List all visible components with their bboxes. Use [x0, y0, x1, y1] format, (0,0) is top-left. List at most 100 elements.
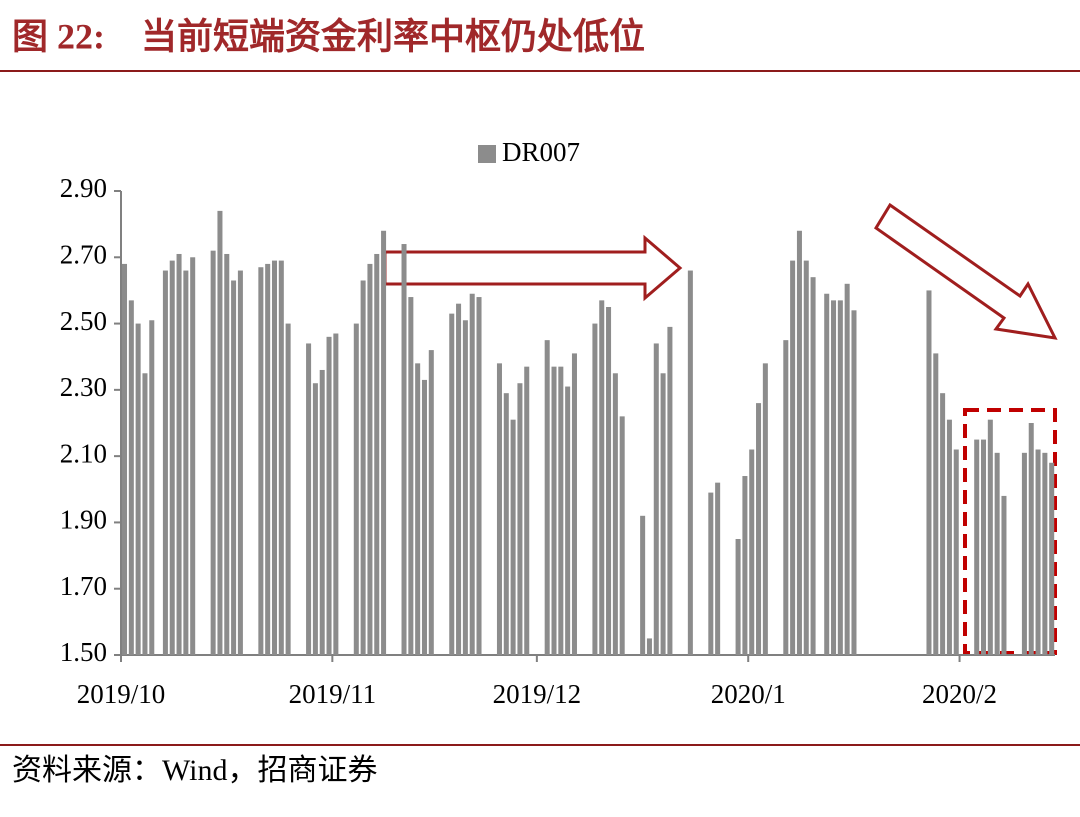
bar: [810, 277, 816, 655]
bar: [619, 416, 625, 655]
x-tick-label: 2019/11: [289, 679, 377, 709]
bar: [646, 638, 652, 655]
bar: [333, 333, 339, 655]
bar: [217, 210, 223, 655]
bar: [271, 260, 278, 655]
bar: [462, 320, 468, 655]
bar: [149, 320, 155, 655]
bar: [660, 373, 666, 655]
highlight-box: [963, 408, 1057, 655]
x-tick-label: 2019/10: [77, 679, 166, 709]
bar: [1049, 462, 1055, 655]
bar: [640, 515, 646, 655]
bar: [715, 482, 721, 655]
bar: [449, 313, 455, 655]
bar: [851, 310, 857, 655]
x-tick-label: 2020/2: [922, 679, 997, 709]
bar: [1001, 495, 1007, 655]
bar: [783, 340, 789, 655]
source: 资料来源：Wind，招商证券: [12, 754, 377, 787]
bar: [571, 353, 577, 655]
bar: [926, 290, 932, 655]
y-tick-label: 2.70: [60, 239, 107, 269]
bar: [1028, 423, 1034, 655]
bar: [687, 270, 693, 655]
y-tick-label: 1.70: [60, 571, 107, 601]
bar: [176, 253, 182, 655]
bar: [933, 353, 939, 655]
bar: [374, 253, 380, 655]
bar: [231, 280, 237, 655]
bar: [128, 300, 134, 655]
bar: [708, 492, 714, 655]
bar: [162, 270, 168, 655]
legend-label: DR007: [502, 137, 580, 167]
bar: [503, 393, 509, 655]
bar: [796, 230, 802, 655]
bar: [946, 419, 952, 655]
bar: [381, 230, 387, 655]
bar: [169, 260, 175, 655]
bar: [360, 280, 366, 655]
bar: [735, 539, 741, 655]
bar: [319, 369, 325, 655]
bar: [544, 340, 550, 655]
bar: [306, 343, 312, 655]
bar: [653, 343, 659, 655]
bar: [496, 363, 502, 655]
y-tick-label: 1.90: [60, 505, 107, 535]
bar: [326, 336, 332, 655]
bar: [756, 403, 762, 655]
bar: [135, 323, 141, 655]
bar: [974, 439, 980, 655]
bar: [183, 270, 189, 655]
bar: [285, 323, 291, 655]
bar: [408, 297, 414, 655]
bar: [592, 323, 598, 655]
bar: [265, 263, 271, 655]
bar: [803, 260, 809, 655]
bar: [428, 350, 434, 655]
bar: [237, 270, 243, 655]
bar: [367, 263, 373, 655]
bar: [210, 250, 216, 655]
x-tick-label: 2019/12: [493, 679, 582, 709]
y-tick-label: 2.50: [60, 306, 107, 336]
bar: [312, 383, 318, 655]
bar: [476, 297, 482, 655]
y-tick-label: 1.50: [60, 637, 107, 667]
bar: [844, 283, 850, 655]
bar: [762, 363, 768, 655]
bar: [558, 366, 564, 655]
bar: [1021, 452, 1027, 655]
bar: [837, 300, 843, 655]
bar: [524, 366, 530, 655]
bar: [353, 323, 359, 655]
bar: [224, 253, 230, 655]
bar: [517, 383, 523, 655]
bar: [994, 452, 1000, 655]
bar: [551, 366, 557, 655]
bar: [790, 260, 796, 655]
legend-swatch: [478, 145, 496, 163]
bar: [606, 307, 612, 655]
bar: [831, 300, 837, 655]
bar: [510, 419, 516, 655]
bar: [421, 379, 427, 655]
bar: [599, 300, 605, 655]
bar: [953, 449, 959, 655]
bar: [469, 293, 475, 655]
bar: [122, 263, 128, 655]
bar: [278, 260, 284, 655]
arrow: [873, 202, 1058, 340]
bar: [749, 449, 755, 655]
bar: [190, 257, 196, 655]
bar: [742, 476, 748, 655]
y-tick-label: 2.10: [60, 438, 107, 468]
bar: [940, 393, 946, 655]
x-tick-label: 2020/1: [711, 679, 786, 709]
bar: [565, 386, 571, 655]
bar: [1042, 452, 1048, 655]
bar: [824, 293, 830, 655]
